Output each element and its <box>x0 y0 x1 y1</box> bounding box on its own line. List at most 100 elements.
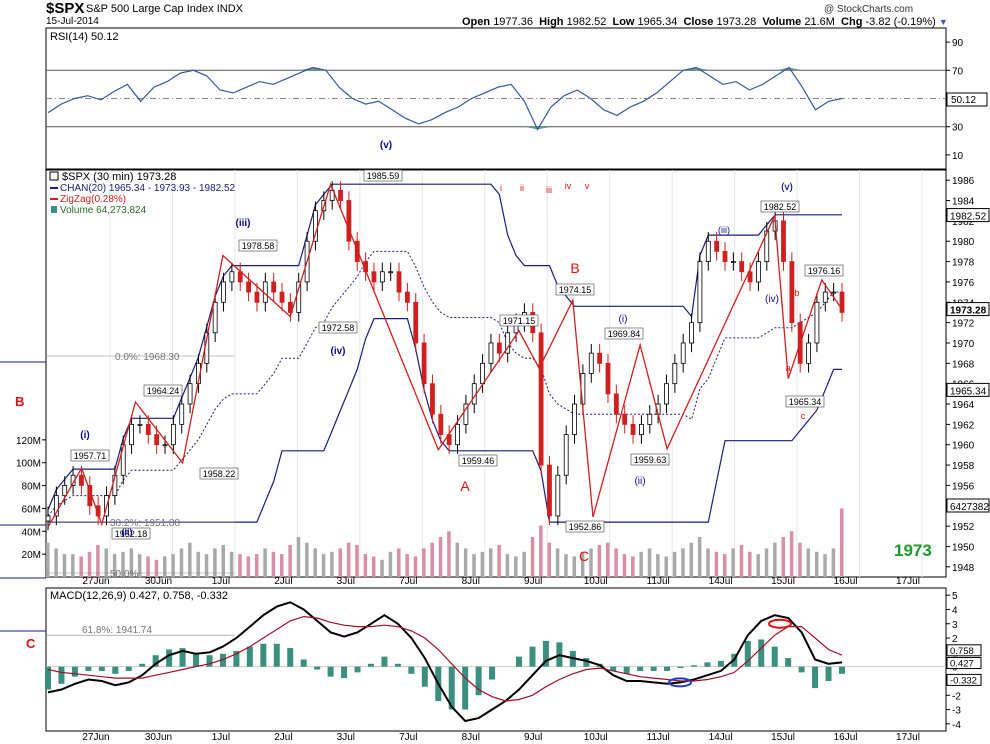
macd-histogram-bar <box>45 666 51 690</box>
volume-bar <box>229 551 234 577</box>
macd-histogram-bar <box>341 666 348 679</box>
candle-body <box>730 261 736 263</box>
candle-body <box>95 505 101 517</box>
wave-label: (iv) <box>331 346 346 357</box>
macd-line <box>47 601 843 723</box>
volume-bar <box>204 554 209 577</box>
x-axis-label: 10Jul <box>584 576 608 587</box>
macd-histogram-bar <box>583 658 590 667</box>
wave-label: (i) <box>80 430 89 441</box>
x-axis-label: 7Jul <box>399 732 417 743</box>
volume-bar <box>580 551 585 577</box>
volume-bar <box>71 554 75 577</box>
volume-bar <box>388 551 393 577</box>
volume-bar <box>271 551 276 577</box>
legend-swatch-price <box>49 171 59 181</box>
volume-bar <box>697 537 702 577</box>
candle-body <box>739 261 745 273</box>
volume-bar <box>313 548 317 577</box>
volume-bar <box>363 554 368 577</box>
macd-histogram-bar <box>717 660 724 667</box>
macd-histogram-bar <box>690 665 697 667</box>
volume-bar <box>380 559 384 577</box>
volume-bar <box>589 548 593 577</box>
price-tick-label: 1970 <box>952 339 975 350</box>
low-label: Low <box>612 16 635 28</box>
volume-bar <box>179 548 184 577</box>
wave-label: v <box>585 181 590 191</box>
price-tick-label: 1980 <box>952 237 975 248</box>
dropdown-triangle-icon[interactable]: ▼ <box>938 17 948 27</box>
x-axis-label: 2Jul <box>274 576 292 587</box>
x-axis-label: 27Jun <box>82 732 109 743</box>
volume-bar <box>555 548 560 577</box>
candle-body <box>613 393 619 415</box>
volume-bar <box>497 545 501 577</box>
macd-histogram-bar <box>664 666 671 671</box>
macd-tick-label: 2 <box>952 634 958 645</box>
pivot-label-box <box>555 283 595 296</box>
pivot-label-box <box>363 169 403 182</box>
volume-bar <box>137 554 142 577</box>
macd-crossover-highlight <box>668 677 692 688</box>
volume-bar <box>773 542 777 577</box>
candle-body <box>538 332 544 466</box>
pivot-label-box <box>111 527 151 540</box>
volume-label: Volume <box>762 16 802 28</box>
candle-body <box>154 434 160 446</box>
volume-bar <box>87 551 92 577</box>
open-value: 1977.36 <box>493 16 533 28</box>
wave-label: iii <box>546 185 552 195</box>
pivot-label-box <box>565 520 605 533</box>
volume-bar <box>422 548 426 577</box>
price-tick-label: 1986 <box>952 176 975 187</box>
macd-histogram-bar <box>206 655 213 667</box>
candle-body <box>747 271 753 283</box>
big-close-label: 1973 <box>894 541 932 560</box>
macd-histogram-bar <box>233 650 240 667</box>
wave-label: i <box>500 183 502 193</box>
wave-label: iv <box>565 181 572 191</box>
macd-tick-label: -3 <box>952 706 961 717</box>
price-frame <box>45 169 947 578</box>
candle-body <box>463 403 469 425</box>
volume-bar <box>338 548 343 577</box>
volume-bar <box>756 554 760 577</box>
copyright-text: @ StockCharts.com <box>824 4 914 15</box>
volume-bar <box>639 551 643 577</box>
macd-histogram-bar <box>219 653 226 667</box>
macd-histogram-bar <box>758 639 765 667</box>
price-value-box <box>946 208 990 223</box>
x-axis-label: 15Jul <box>771 576 795 587</box>
candle-body <box>480 362 486 385</box>
macd-value-box <box>946 673 982 686</box>
macd-histogram-bar <box>112 666 119 674</box>
volume-bar <box>246 556 251 577</box>
volume-bar <box>706 548 710 577</box>
macd-histogram-bar <box>139 663 146 667</box>
volume-bar <box>814 551 819 577</box>
macd-histogram-bar <box>260 643 267 667</box>
candle-body <box>179 403 185 425</box>
candle-body <box>170 423 176 446</box>
candle-body <box>714 240 720 252</box>
close-value: 1973.28 <box>716 16 757 28</box>
x-axis-label: 30Jun <box>145 576 172 587</box>
rsi-tick-label: 70 <box>952 66 964 77</box>
volume-bar <box>798 542 802 577</box>
volume-bar <box>288 545 292 577</box>
candle-body <box>221 281 226 303</box>
volume-bar <box>530 537 535 577</box>
macd-histogram-bar <box>542 640 549 667</box>
x-axis-label: 30Jun <box>145 732 172 743</box>
pivot-label-box <box>318 321 358 334</box>
volume-bar <box>397 548 401 577</box>
pivot-label: 1972.58 <box>322 323 355 333</box>
pivot-label-box <box>760 200 800 213</box>
high-label: High <box>539 16 564 28</box>
x-axis-label: 16Jul <box>834 732 858 743</box>
candle-body <box>756 261 761 283</box>
wave-label: c <box>801 411 806 421</box>
volume-bar <box>129 548 134 577</box>
candle-body <box>187 383 193 405</box>
